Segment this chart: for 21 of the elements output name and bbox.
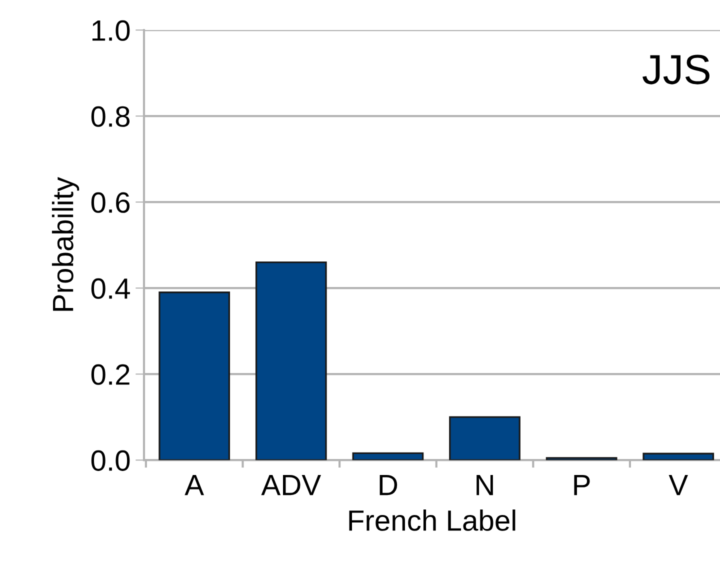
y-tick-label: 0.8 <box>91 106 130 127</box>
x-axis-title: French Label <box>349 510 516 531</box>
bar <box>546 457 618 460</box>
y-tick-label: 0.6 <box>91 192 130 213</box>
y-tick-label: 0.4 <box>91 278 130 299</box>
y-axis-title: Probability <box>52 177 80 311</box>
bar <box>642 452 714 460</box>
x-tick-label: ADV <box>261 475 322 496</box>
x-tick-label: A <box>184 475 204 496</box>
x-tick-label: N <box>476 475 493 496</box>
bar <box>158 292 230 460</box>
annotation: JJS <box>642 54 710 84</box>
bar <box>352 452 424 460</box>
bar <box>449 416 520 460</box>
y-tick-label: 0.0 <box>91 450 130 471</box>
y-tick-label: 0.2 <box>91 364 130 385</box>
y-tick-label: 1.0 <box>92 20 130 41</box>
x-tick-label: V <box>668 475 688 496</box>
x-tick-label: P <box>574 475 590 496</box>
bar <box>255 261 327 460</box>
x-tick-label: D <box>380 475 398 496</box>
